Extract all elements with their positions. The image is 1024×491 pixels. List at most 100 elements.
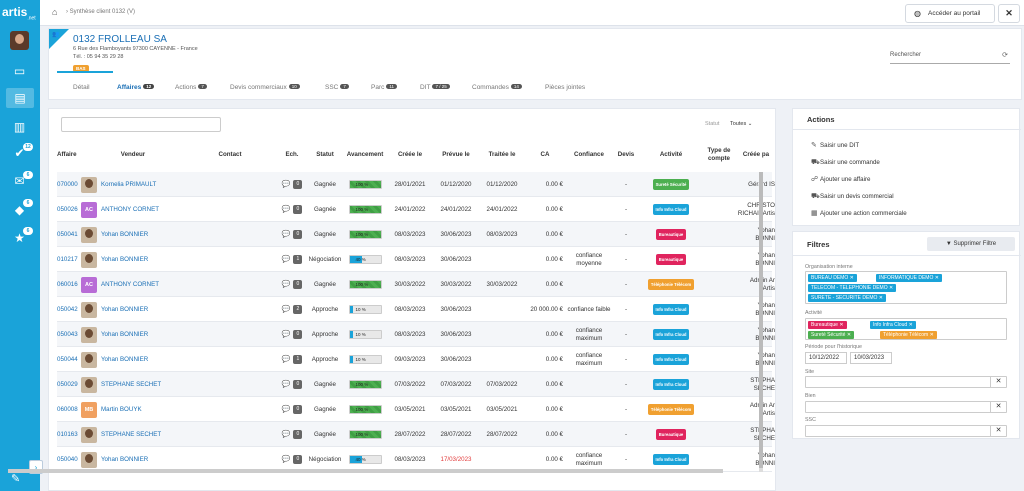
vendor-cell[interactable]: Yohan BONNIER [81, 297, 191, 322]
vendor-name[interactable]: ANTHONY CORNET [101, 280, 159, 288]
site-select[interactable]: ✕ [805, 376, 1007, 388]
chip-remove-icon[interactable]: ✕ [887, 285, 894, 291]
chip-remove-icon[interactable]: ✕ [928, 332, 934, 338]
ech-cell[interactable]: 💬 0 [277, 397, 307, 422]
affaire-id[interactable]: 050029 [57, 372, 89, 397]
action-item[interactable]: ✎ Saisir une DIT [811, 141, 859, 149]
table-row[interactable]: 060016 AC ANTHONY CORNET 💬 0 Gagnée 100 % 30/03… [57, 272, 775, 297]
ech-cell[interactable]: 💬 0 [277, 322, 307, 347]
vendor-cell[interactable]: Yohan BONNIER [81, 247, 191, 272]
clear-icon[interactable]: ✕ [990, 402, 1006, 412]
chart-icon[interactable]: ▥ [13, 120, 26, 134]
chat-icon[interactable]: 💬 [281, 255, 291, 263]
affaire-id[interactable]: 050043 [57, 322, 89, 347]
vendor-name[interactable]: Kornelia PRIMAULT [101, 180, 157, 188]
table-row[interactable]: 050026 AC ANTHONY CORNET 💬 0 Gagnée 100 % 24/01… [57, 197, 775, 222]
horizontal-scrollbar[interactable] [8, 469, 723, 473]
vendor-name[interactable]: Yohan BONNIER [101, 455, 149, 463]
filter-chip[interactable]: TELECOM - TELEPHONIE DEMO ✕ [808, 284, 897, 292]
org-multiselect[interactable]: BUREAU DEMO ✕ INFORMATIQUE DEMO ✕ TELECOM … [805, 271, 1007, 304]
message-icon[interactable]: ✉ [14, 174, 25, 188]
chat-icon[interactable]: 💬 [281, 305, 291, 313]
vendor-cell[interactable]: STEPHANE SECHET [81, 422, 191, 447]
chat-icon[interactable]: 💬 [281, 230, 291, 238]
chat-icon[interactable]: 💬 [281, 455, 291, 463]
tab-5[interactable]: Parc 11 [371, 84, 398, 91]
affaire-link[interactable]: 070000 [57, 180, 78, 188]
affaire-link[interactable]: 050029 [57, 380, 78, 388]
user-avatar[interactable] [10, 31, 29, 50]
ech-cell[interactable]: 💬 0 [277, 222, 307, 247]
filter-chip[interactable]: Téléphonie Télécom ✕ [880, 331, 937, 339]
tools-icon[interactable]: ✕ [998, 4, 1020, 23]
clear-icon[interactable]: ✕ [990, 377, 1006, 387]
cube-icon[interactable]: ◆ [14, 203, 25, 217]
chat-icon[interactable]: 💬 [281, 430, 291, 438]
affaire-id[interactable]: 050041 [57, 222, 89, 247]
ech-cell[interactable]: 💬 0 [277, 372, 307, 397]
table-row[interactable]: 060008 MB Martin BOUYK 💬 0 Gagnée 100 % 03/05/2… [57, 397, 775, 422]
chat-icon[interactable]: 💬 [281, 280, 291, 288]
dashboard-icon[interactable]: ▤ [6, 88, 34, 108]
vendor-name[interactable]: STEPHANE SECHET [101, 380, 162, 388]
vendor-name[interactable]: Yohan BONNIER [101, 230, 149, 238]
affaire-id[interactable]: 070000 [57, 172, 89, 197]
affaire-link[interactable]: 060016 [57, 280, 78, 288]
filter-chip[interactable]: BUREAU DEMO ✕ [808, 274, 857, 282]
logo[interactable]: artis.net [2, 5, 36, 22]
tab-6[interactable]: DIT 7 / 25 [420, 84, 450, 91]
vendor-cell[interactable]: Yohan BONNIER [81, 347, 191, 372]
chat-icon[interactable]: 💬 [281, 405, 291, 413]
table-search-input[interactable] [61, 117, 221, 132]
check-icon[interactable]: ✔ [14, 146, 25, 160]
chat-icon[interactable]: 💬 [281, 380, 291, 388]
table-row[interactable]: 050044 Yohan BONNIER 💬 1 Approche 10 % 09/03/2… [57, 347, 775, 372]
affaire-link[interactable]: 050040 [57, 455, 78, 463]
affaire-id[interactable]: 060016 [57, 272, 89, 297]
vendor-cell[interactable]: STEPHANE SECHET [81, 372, 191, 397]
affaire-id[interactable]: 050040 [57, 447, 89, 472]
star-icon[interactable]: ★ [14, 231, 25, 245]
affaire-id[interactable]: 050044 [57, 347, 89, 372]
vendor-name[interactable]: Martin BOUYK [101, 405, 142, 413]
tab-3[interactable]: Devis commerciaux 10 [230, 84, 300, 91]
filter-chip[interactable]: Sureté Sécurité ✕ [808, 331, 855, 339]
affaire-link[interactable]: 050043 [57, 330, 78, 338]
affaire-id[interactable]: 050042 [57, 297, 89, 322]
filter-chip[interactable]: Bureautique ✕ [808, 321, 847, 329]
ech-cell[interactable]: 💬 0 [277, 447, 307, 472]
ech-cell[interactable]: 💬 2 [277, 297, 307, 322]
affaire-link[interactable]: 010163 [57, 430, 78, 438]
activite-multiselect[interactable]: Bureautique ✕ Info Infra Cloud ✕ Sureté Sé… [805, 318, 1007, 340]
tab-4[interactable]: SSC 7 [325, 84, 349, 91]
table-row[interactable]: 050041 Yohan BONNIER 💬 0 Gagnée 100 % 08/03/20… [57, 222, 775, 247]
tab-2[interactable]: Actions 7 [175, 84, 207, 91]
vendor-cell[interactable]: Yohan BONNIER [81, 222, 191, 247]
action-item[interactable]: ▦ Ajouter une action commerciale [811, 209, 907, 217]
affaire-id[interactable]: 050026 [57, 197, 89, 222]
affaire-link[interactable]: 010217 [57, 255, 78, 263]
tab-1[interactable]: Affaires 12 [117, 84, 155, 91]
portal-button[interactable]: ◍ Accéder au portail [905, 4, 995, 23]
vendor-cell[interactable]: MB Martin BOUYK [81, 397, 191, 422]
tab-7[interactable]: Commandes 14 [472, 84, 522, 91]
refresh-icon[interactable]: ⟳ [1002, 52, 1008, 59]
affaire-link[interactable]: 050044 [57, 355, 78, 363]
monitor-icon[interactable]: ▭ [13, 64, 26, 78]
chat-icon[interactable]: 💬 [281, 205, 291, 213]
vendor-name[interactable]: ANTHONY CORNET [101, 205, 159, 213]
vendor-cell[interactable]: AC ANTHONY CORNET [81, 272, 191, 297]
vendor-name[interactable]: STEPHANE SECHET [101, 430, 162, 438]
ech-cell[interactable]: 💬 0 [277, 422, 307, 447]
table-row[interactable]: 070000 Kornelia PRIMAULT 💬 0 Gagnée 100 % 28/0… [57, 172, 775, 197]
table-row[interactable]: 050029 STEPHANE SECHET 💬 0 Gagnée 100 % 07/03/… [57, 372, 775, 397]
clear-filter-button[interactable]: ▼ Supprimer Filtre [927, 237, 1015, 251]
affaire-id[interactable]: 060008 [57, 397, 89, 422]
table-row[interactable]: 010217 Yohan BONNIER 💬 1 Négociation 40 % 08/0… [57, 247, 775, 272]
ech-cell[interactable]: 💬 1 [277, 247, 307, 272]
ech-cell[interactable]: 💬 0 [277, 172, 307, 197]
chip-remove-icon[interactable]: ✕ [933, 275, 939, 281]
ech-cell[interactable]: 💬 0 [277, 197, 307, 222]
chip-remove-icon[interactable]: ✕ [877, 295, 883, 301]
chat-icon[interactable]: 💬 [281, 355, 291, 363]
